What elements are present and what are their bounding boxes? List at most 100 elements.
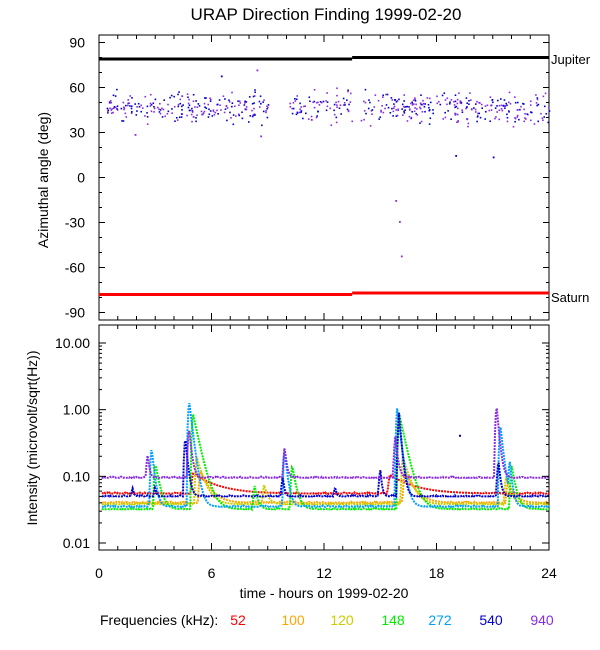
- azimuth-point: [541, 117, 544, 120]
- azimuth-point: [481, 107, 484, 110]
- azimuth-point: [495, 116, 497, 118]
- azimuth-point: [194, 106, 196, 108]
- azimuth-point: [298, 111, 301, 114]
- azimuth-point: [220, 109, 222, 111]
- azimuth-point: [259, 106, 261, 108]
- azimuth-point: [337, 100, 340, 103]
- azimuth-point: [166, 112, 169, 115]
- azimuth-point: [243, 104, 246, 106]
- azimuth-point: [428, 97, 431, 100]
- azimuth-point: [506, 116, 509, 119]
- azimuth-point: [265, 109, 267, 112]
- azimuth-point: [313, 100, 316, 103]
- azimuth-point: [127, 99, 130, 101]
- azimuth-point: [396, 99, 399, 102]
- azimuth-y-tick-label: 60: [69, 80, 85, 96]
- azimuth-point: [333, 109, 335, 112]
- azimuth-point: [429, 117, 432, 120]
- azimuth-point: [412, 99, 415, 101]
- azimuth-point: [411, 101, 414, 104]
- azimuth-point: [474, 108, 477, 111]
- azimuth-point: [396, 114, 399, 117]
- azimuth-point: [392, 115, 394, 117]
- azimuth-outlier-point: [399, 221, 401, 223]
- azimuth-point: [317, 110, 319, 113]
- azimuth-point: [159, 109, 162, 111]
- azimuth-point: [225, 105, 228, 107]
- azimuth-point: [316, 101, 318, 104]
- azimuth-point: [512, 125, 515, 128]
- azimuth-point: [150, 103, 153, 106]
- azimuth-point: [309, 100, 311, 103]
- azimuth-point: [536, 97, 539, 99]
- azimuth-point: [347, 109, 350, 112]
- azimuth-point: [378, 118, 380, 120]
- azimuth-point: [342, 97, 345, 100]
- azimuth-point: [406, 105, 409, 108]
- intensity-series-52: [101, 472, 550, 496]
- azimuth-point: [393, 105, 396, 108]
- azimuth-point: [295, 113, 298, 116]
- azimuth-point: [403, 110, 405, 113]
- azimuth-point: [374, 94, 377, 96]
- azimuth-point: [408, 109, 411, 111]
- azimuth-point: [191, 111, 194, 113]
- azimuth-point: [347, 89, 349, 92]
- azimuth-y-tick-label: -30: [65, 215, 85, 231]
- x-axis-label: time - hours on 1999-02-20: [240, 585, 409, 601]
- azimuth-point: [468, 103, 470, 105]
- azimuth-point: [450, 98, 453, 101]
- azimuth-point: [167, 103, 169, 106]
- azimuth-point: [428, 123, 431, 125]
- azimuth-point: [173, 105, 176, 108]
- azimuth-point: [253, 95, 256, 97]
- intensity-series-148: [101, 412, 550, 512]
- azimuth-point: [410, 116, 413, 119]
- azimuth-point: [490, 104, 492, 107]
- azimuth-point: [330, 124, 333, 127]
- azimuth-point: [390, 97, 393, 99]
- azimuth-point: [244, 102, 246, 104]
- azimuth-point: [535, 94, 537, 96]
- azimuth-point: [456, 98, 459, 101]
- azimuth-point: [457, 120, 459, 123]
- azimuth-point: [177, 105, 180, 108]
- azimuth-point: [508, 111, 510, 113]
- azimuth-point: [444, 111, 446, 114]
- azimuth-point: [411, 104, 414, 106]
- azimuth-point: [158, 108, 160, 111]
- azimuth-point: [231, 91, 233, 94]
- azimuth-point: [224, 98, 226, 100]
- azimuth-point: [419, 122, 421, 124]
- azimuth-point: [467, 125, 469, 128]
- azimuth-point: [477, 112, 479, 115]
- azimuth-point: [379, 116, 382, 119]
- azimuth-point: [228, 99, 230, 102]
- azimuth-point: [436, 95, 438, 98]
- azimuth-point: [408, 115, 411, 118]
- azimuth-point: [195, 117, 197, 119]
- saturn-label: Saturn: [551, 290, 589, 305]
- azimuth-point: [120, 107, 123, 110]
- azimuth-point: [486, 104, 489, 107]
- azimuth-point: [167, 110, 170, 113]
- azimuth-point: [211, 115, 214, 117]
- azimuth-point: [181, 113, 183, 115]
- azimuth-point: [397, 108, 399, 111]
- azimuth-point: [380, 109, 382, 112]
- azimuth-point: [109, 100, 112, 102]
- azimuth-point: [414, 107, 416, 109]
- azimuth-point: [401, 108, 403, 110]
- azimuth-point: [326, 92, 328, 94]
- azimuth-point: [245, 106, 248, 108]
- intensity-y-tick-label: 1.00: [63, 402, 90, 418]
- azimuth-point: [238, 114, 241, 117]
- azimuth-point: [504, 107, 506, 109]
- legend-entry-940: 940: [530, 612, 554, 628]
- azimuth-point: [200, 110, 203, 113]
- azimuth-point: [238, 100, 241, 102]
- azimuth-point: [114, 95, 117, 97]
- azimuth-point: [205, 97, 207, 99]
- azimuth-point: [315, 116, 318, 119]
- azimuth-point: [377, 99, 380, 102]
